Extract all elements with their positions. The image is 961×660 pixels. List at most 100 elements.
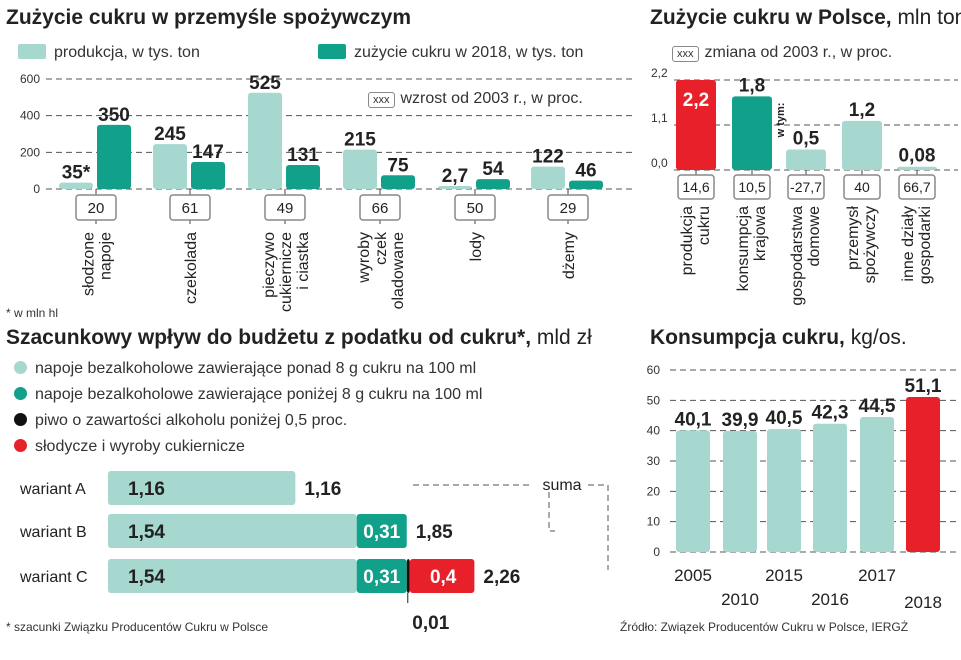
row-label: wariant B: [19, 524, 87, 541]
legend-box: xxx: [368, 92, 395, 108]
value-box: [169, 194, 211, 221]
value-box-label: 29: [560, 200, 577, 217]
row-label: wariant A: [19, 481, 86, 498]
bar-production: [531, 166, 565, 189]
y-tick-label: 0,0: [651, 156, 668, 170]
legend-label: napoje bezalkoholowe zawierające ponad 8…: [35, 360, 477, 377]
category-label: krajowa: [752, 206, 769, 261]
segment-0: [108, 514, 357, 548]
bar-production-label: 122: [532, 147, 564, 168]
chart2-unit: mln ton: [897, 6, 961, 29]
chart3-legend-item: napoje bezalkoholowe zawierające poniżej…: [14, 386, 482, 404]
value-box-label: 66,7: [903, 179, 930, 195]
y-tick-label: 20: [647, 484, 661, 498]
category-label: wyroby: [356, 232, 373, 284]
legend-label: napoje bezalkoholowe zawierające poniżej…: [35, 386, 483, 403]
bar-value-label: 2,2: [683, 90, 709, 111]
bar-usage-label: 75: [387, 155, 409, 176]
source-note: Źródło: Związek Producentów Cukru w Pols…: [620, 620, 909, 634]
legend-dot-black: [14, 413, 27, 426]
segment-label: 0,4: [430, 567, 457, 588]
legend-label: piwo o zawartości alkoholu poniżej 0,5 p…: [35, 412, 348, 429]
bar: [676, 80, 716, 170]
bar: [906, 396, 940, 552]
category-label: czekolada: [183, 232, 200, 304]
bar-production: [59, 182, 93, 189]
chart3-footnote: * szacunki Związku Producentów Cukru w P…: [6, 620, 269, 634]
bar-usage: [191, 162, 225, 189]
value-box-label: 10,5: [738, 179, 765, 195]
segment-1: [356, 559, 407, 593]
bar-value-label: 51,1: [905, 376, 942, 397]
x-tick-label: 2017: [858, 566, 896, 585]
y-tick-label: 200: [20, 145, 40, 159]
value-box: [787, 174, 825, 200]
bar-usage-label: 131: [287, 145, 319, 166]
sum-connector: [548, 492, 555, 532]
segment-1: [356, 514, 407, 548]
chart3-unit: mld zł: [536, 326, 592, 349]
value-box-label: -27,7: [790, 179, 822, 195]
y-tick-label: 40: [647, 424, 661, 438]
bar-production: [343, 149, 377, 189]
bar-usage: [381, 175, 415, 189]
sum-connector: [588, 484, 609, 570]
bar-usage: [476, 179, 510, 189]
y-tick-label: 400: [20, 109, 40, 123]
segment-label: 0,01: [412, 613, 449, 634]
bar: [813, 423, 847, 552]
chart1-footnote: * w mln hl: [6, 306, 59, 320]
bar: [723, 430, 757, 552]
segment-label: 0,31: [363, 567, 400, 588]
bar-value-label: 0,08: [899, 146, 936, 167]
chart1-legend-usage: zużycie cukru w 2018, w tys. ton: [318, 44, 583, 62]
segment-label: 1,54: [128, 522, 165, 543]
value-box: [677, 174, 715, 200]
row-label: wariant C: [19, 569, 88, 586]
value-box-label: 61: [182, 200, 199, 217]
bar-production-label: 525: [249, 73, 281, 94]
segment-0: [108, 471, 296, 505]
bar-production: [438, 186, 472, 189]
value-box: [75, 194, 117, 221]
value-box: [898, 174, 936, 200]
bar: [767, 429, 801, 552]
chart3-title-text: Szacunkowy wpływ do budżetu z podatku od…: [6, 326, 532, 349]
x-tick-label: 2018: [904, 593, 942, 612]
category-label: dżemy: [561, 232, 578, 279]
category-label: gospodarki: [917, 206, 934, 284]
legend-swatch-light: [18, 44, 46, 59]
total-label: 1,16: [304, 479, 341, 500]
chart3-svg: wariant A 1,16 1,16 wariant B 1,54 0,31 1,85 wa…: [19, 471, 609, 634]
legend-dot-dark: [14, 387, 27, 400]
subset-note: w tym:: [775, 103, 787, 139]
bar: [860, 417, 894, 552]
value-box: [547, 194, 589, 221]
y-tick-label: 1,1: [651, 111, 668, 125]
segment-label: 1,16: [128, 479, 165, 500]
x-tick-label: 2016: [811, 590, 849, 609]
bar-value-label: 0,5: [793, 129, 820, 150]
category-label: inne działy: [900, 206, 917, 282]
category-label: domowe: [806, 206, 823, 267]
value-box: [264, 194, 306, 221]
value-box: [359, 194, 401, 221]
category-label: oladowane: [390, 232, 407, 310]
y-tick-label: 60: [647, 363, 661, 377]
segment-3: [409, 559, 475, 593]
sum-label: suma: [542, 477, 581, 494]
bar-production-label: 35*: [62, 163, 91, 184]
chart4-title-text: Konsumpcja cukru,: [650, 326, 845, 349]
bar-usage-label: 350: [98, 105, 130, 126]
bar-production-label: 2,7: [442, 166, 468, 187]
legend-swatch-dark: [318, 44, 346, 59]
category-label: i ciastka: [295, 232, 312, 290]
value-box: [843, 174, 881, 200]
bar-usage: [97, 124, 131, 189]
category-label: czek: [373, 231, 390, 265]
bar: [897, 166, 937, 170]
x-tick-label: 2005: [674, 566, 712, 585]
bar-production-label: 215: [344, 130, 376, 151]
chart2-title: Zużycie cukru w Polsce, mln ton: [650, 6, 961, 30]
value-box: [733, 174, 771, 200]
